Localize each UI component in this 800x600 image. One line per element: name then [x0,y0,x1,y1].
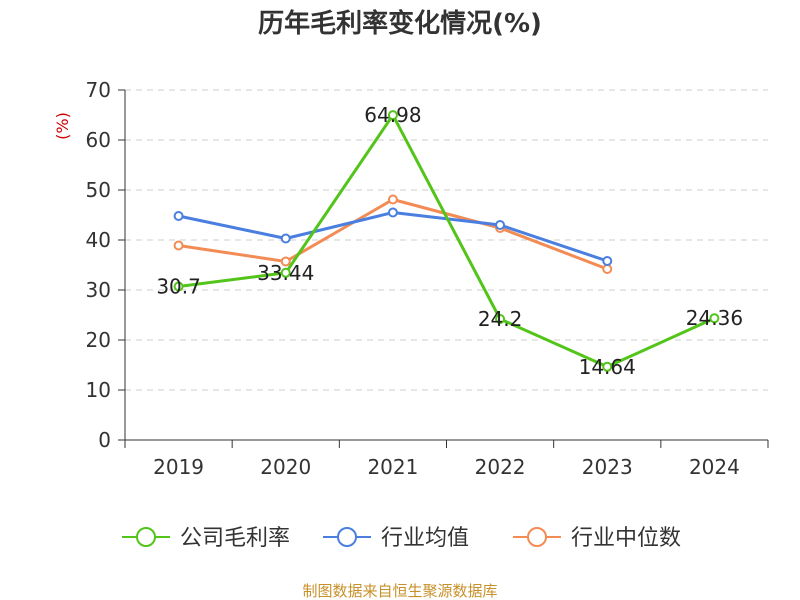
data-point[interactable] [173,211,184,221]
data-label: 30.7 [156,275,201,299]
data-point[interactable] [709,313,720,324]
y-tick-label: 60 [86,128,111,152]
y-axis-label: (%) [53,112,72,140]
series-lines [173,110,720,372]
axes: 0 10 20 30 40 50 60 70 2019 2020 2021 2022 2023 2024 [86,78,769,479]
data-point[interactable] [602,264,613,274]
x-tick-label: 2022 [475,455,526,479]
data-point[interactable] [387,194,398,205]
x-tick-label: 2020 [260,455,311,479]
y-tick-label: 0 [98,428,111,452]
legend-marker [136,527,156,547]
x-tick-label: 2019 [153,455,204,479]
data-label: 24.2 [478,307,523,331]
series-1 [173,207,613,266]
chart-title: 历年毛利率变化情况(%) [258,8,542,39]
source-note: 制图数据来自恒生聚源数据库 [302,582,497,600]
series-0 [173,110,720,372]
y-tick-label: 10 [86,378,111,402]
data-point[interactable] [173,240,184,251]
legend-marker [527,527,547,547]
x-tick-label: 2021 [367,455,418,479]
y-tick-label: 70 [86,78,111,102]
data-point[interactable] [602,256,613,266]
legend-item[interactable]: 行业均值 [323,526,469,551]
data-label: 64.98 [364,103,421,127]
data-point[interactable] [387,207,398,218]
data-point[interactable] [495,314,506,324]
data-point[interactable] [602,361,613,372]
data-point[interactable] [280,267,291,278]
y-tick-label: 30 [86,278,111,302]
legend-item[interactable]: 行业中位数 [513,526,681,551]
y-tick-label: 50 [86,178,111,202]
data-point[interactable] [173,281,184,292]
series-line [178,113,716,369]
legend-label: 行业均值 [381,526,469,551]
data-point[interactable] [495,220,506,230]
data-label: 33.44 [257,261,314,285]
y-tick-label: 20 [86,328,111,352]
legend-label: 行业中位数 [571,526,681,551]
series-2 [173,194,613,274]
data-point[interactable] [280,233,291,244]
legend-item[interactable]: 公司毛利率 [122,526,290,551]
data-label: 24.36 [686,306,743,330]
x-tick-label: 2024 [689,455,740,479]
grid-lines [125,89,768,391]
legend[interactable]: 公司毛利率 行业均值 行业中位数 [122,526,681,551]
legend-label: 公司毛利率 [180,526,290,551]
legend-marker [337,527,357,547]
data-point[interactable] [280,256,291,267]
y-tick-label: 40 [86,228,111,252]
data-point[interactable] [387,110,398,121]
data-labels: 30.7 33.44 64.98 24.2 14.64 24.36 [156,103,743,379]
data-label: 14.64 [579,355,636,379]
x-tick-label: 2023 [582,455,633,479]
